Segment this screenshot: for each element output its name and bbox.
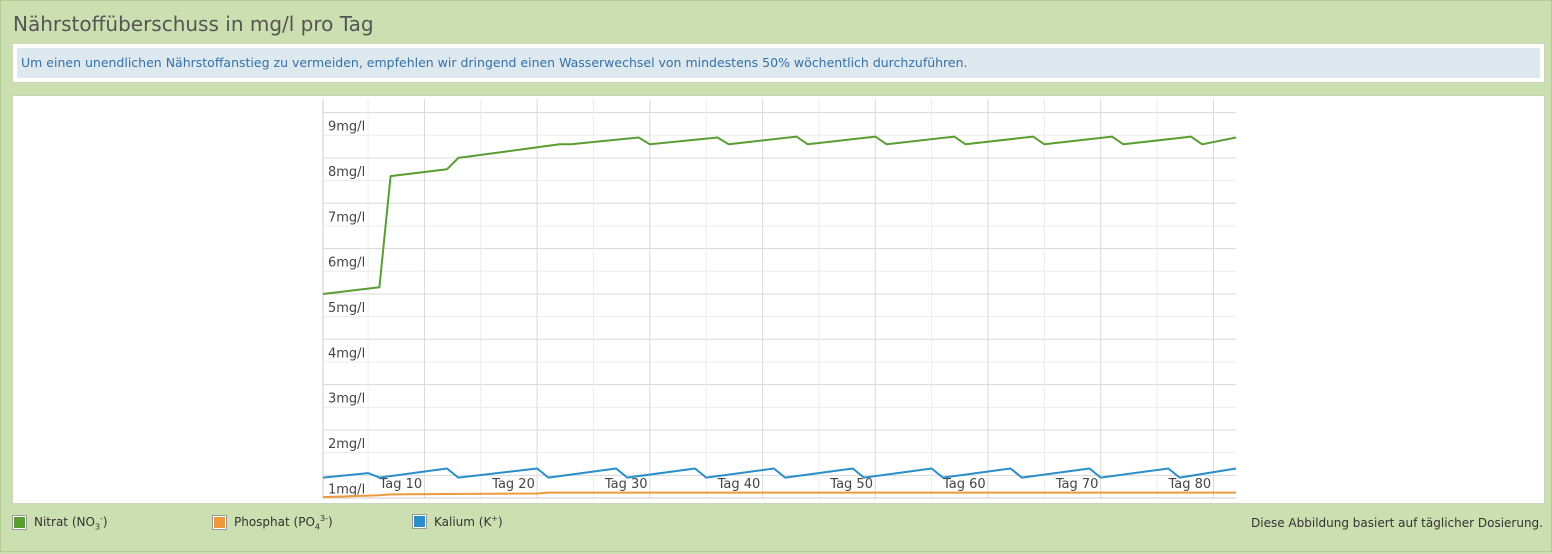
legend-swatch-kalium [412, 514, 427, 529]
x-tick-label: Tag 40 [717, 477, 761, 492]
x-tick-label: Tag 10 [378, 477, 422, 492]
y-tick-label: 9mg/l [328, 120, 365, 135]
x-tick-label: Tag 60 [942, 477, 986, 492]
legend-item-phosphat[interactable]: Phosphat (PO43-) [212, 514, 333, 532]
series-line-nitrat [322, 135, 1237, 295]
y-tick-label: 6mg/l [328, 256, 365, 271]
y-tick-label: 3mg/l [328, 392, 365, 407]
legend-item-nitrat[interactable]: Nitrat (NO3-) [12, 514, 108, 532]
x-tick-label: Tag 20 [491, 477, 535, 492]
legend-item-kalium[interactable]: Kalium (K+) [412, 514, 503, 529]
legend-swatch-nitrat [12, 515, 27, 531]
y-tick-label: 8mg/l [328, 165, 365, 180]
legend-label-nitrat: Nitrat (NO3-) [34, 514, 108, 532]
info-text: Um einen unendlichen Nährstoffanstieg zu… [17, 48, 1540, 78]
series-line-kalium [322, 467, 1237, 479]
page-title: Nährstoffüberschuss in mg/l pro Tag [13, 12, 374, 36]
x-tick-label: Tag 30 [604, 477, 648, 492]
y-tick-label: 7mg/l [328, 210, 365, 225]
y-tick-label: 5mg/l [328, 301, 365, 316]
chart-container: 1mg/l 2mg/l 3mg/l 4mg/l 5mg/l 6mg/l 7mg/l 8mg/l… [12, 95, 1545, 504]
x-tick-label: Tag 70 [1055, 477, 1099, 492]
footnote: Diese Abbildung basiert auf täglicher Do… [1251, 516, 1543, 530]
line-chart: 1mg/l 2mg/l 3mg/l 4mg/l 5mg/l 6mg/l 7mg/l 8mg/l… [322, 99, 1237, 499]
y-tick-label: 4mg/l [328, 346, 365, 361]
y-tick-label: 2mg/l [328, 437, 365, 452]
legend-swatch-phosphat [212, 515, 227, 531]
info-box: Um einen unendlichen Nährstoffanstieg zu… [12, 43, 1545, 83]
series-line-phosphat [322, 491, 1236, 499]
legend-label-kalium: Kalium (K+) [434, 514, 503, 529]
y-tick-label: 1mg/l [328, 482, 365, 497]
x-tick-label: Tag 50 [829, 477, 873, 492]
x-tick-label: Tag 80 [1167, 477, 1211, 492]
legend-label-phosphat: Phosphat (PO43-) [234, 514, 333, 532]
